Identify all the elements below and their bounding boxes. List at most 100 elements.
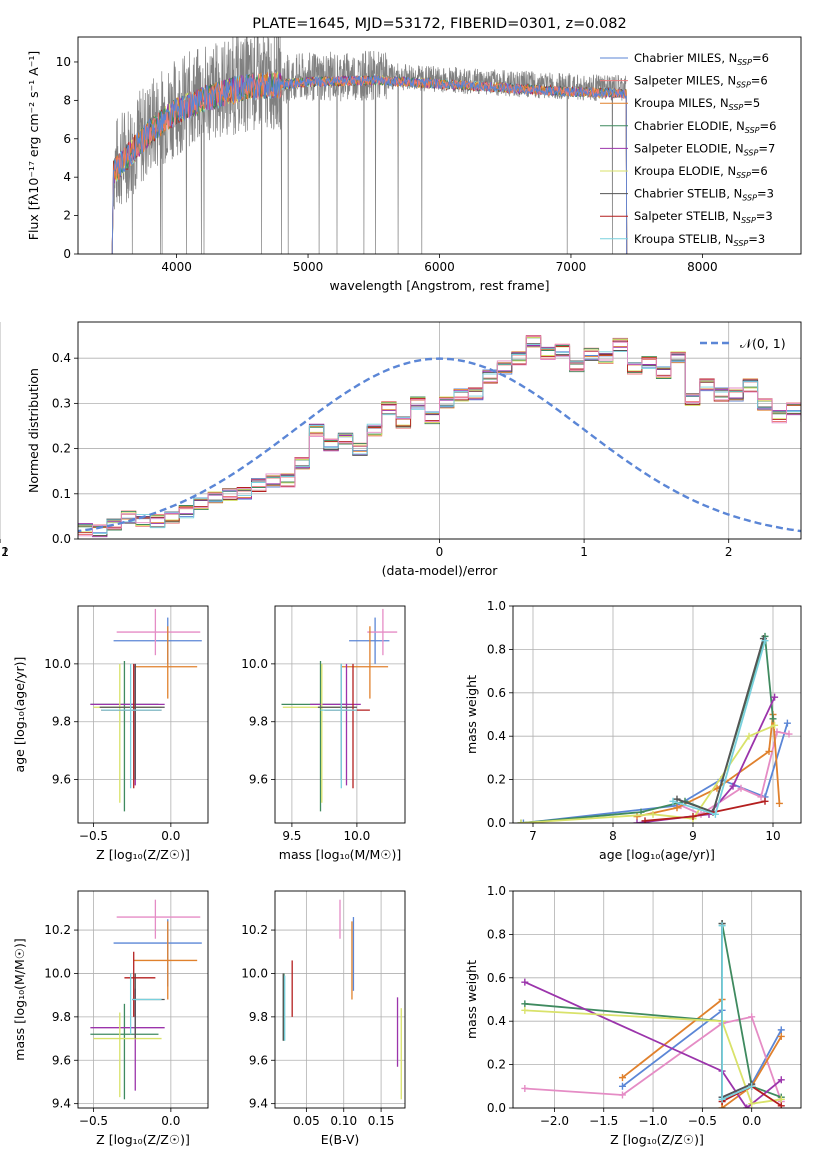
y-tick-label: 10 [56,55,71,69]
legend-entry: Kroupa MILES, NSSP=5 [634,96,760,112]
x-tick-label: 5000 [293,260,324,274]
x-tick-label: 2 [725,545,733,559]
y-tick-label: 0.0 [487,1101,506,1115]
x-tick-label: −0.5 [79,1114,108,1128]
x-tick-label: −0.5 [79,829,108,843]
plot-area [281,608,398,812]
axes-frame [77,321,802,540]
y-tick-label: 0.0 [52,532,71,546]
y-tick-label: 4 [63,170,71,184]
plot-area [78,335,801,538]
legend-count: =3 [756,209,773,223]
y-axis-label: Flux [fλ10⁻¹⁷ erg cm⁻² s⁻¹ A⁻¹] [26,51,41,240]
plot-area [90,899,202,1100]
y-axis-label: Normed distribution [26,368,41,493]
x-tick-label: 9 [689,829,697,843]
x-tick-label: 0.0 [161,829,180,843]
x-tick-label: 6000 [424,260,455,274]
y-tick-label: 0.2 [487,773,506,787]
x-tick-label: 0.05 [293,1114,320,1128]
plus-marker [769,715,777,723]
plus-marker [718,922,726,930]
y-tick-label: 2 [63,209,71,223]
residual-histogram-panel: −2−1 0 1 2 0.0 0.1 0.2 0.3 0.4 (data-model)/error… [0,321,802,578]
plus-marker [748,1013,756,1021]
model-spectrum-line [111,72,628,254]
legend-count: =6 [751,164,768,178]
y-tick-label: 0.2 [487,1058,506,1072]
legend-count: =6 [752,51,769,65]
legend-subscript: SSP [729,103,744,112]
age-vs-metallicity-panel: −0.5 0.0 9.6 9.8 10.0 Z [log₁₀(Z/Z☉)] age [log… [12,605,209,862]
y-tick-label: 0.2 [52,442,71,456]
legend-entry: 𝒩(0, 1) [740,336,786,351]
x-axis-label: wavelength [Angstrom, rest frame] [329,278,549,293]
legend-entry: Kroupa STELIB, NSSP=3 [634,232,765,248]
plus-marker [777,1095,785,1103]
x-tick-label: −0.5 [688,1114,717,1128]
plus-marker [673,795,681,803]
legend-subscript: SSP [737,58,752,67]
plus-marker [765,747,773,755]
legend-entry: Salpeter ELODIE, NSSP=7 [634,141,775,157]
mass-vs-extinction-panel: 0.05 0.10 0.15 9.4 9.6 9.8 10.0 10.2 E(B-V) [241,890,406,1147]
y-tick-label: 0.4 [487,1014,506,1028]
axes-frame [512,605,802,824]
axes-frame [77,890,209,1109]
y-tick-label: 10.0 [44,657,71,671]
legend-entry: Chabrier ELODIE, NSSP=6 [634,119,776,135]
x-axis-label: (data-model)/error [382,563,499,578]
legend-entry: Kroupa ELODIE, NSSP=6 [634,164,768,180]
x-tick-label: 9.5 [282,829,301,843]
y-tick-label: 0.6 [487,971,506,985]
y-axis-label: mass weight [464,960,479,1039]
legend-name: Salpeter STELIB, N [634,209,741,223]
plus-marker [777,1076,785,1084]
plot-area [521,920,785,1108]
y-tick-label: 0.8 [487,927,506,941]
mass-weight-line [621,1008,783,1099]
x-tick-label: 0.0 [161,1114,180,1128]
legend-name: Kroupa MILES, N [634,96,729,110]
axes-frame [512,890,802,1109]
legend-subscript: SSP [741,216,756,225]
x-tick-label: 7000 [556,260,587,274]
legend-subscript: SSP [744,148,759,157]
y-tick-label: 0.4 [487,729,506,743]
plus-marker [783,719,791,727]
x-tick-label: 4000 [161,260,192,274]
plus-marker [641,817,649,823]
axes-frame [77,605,209,824]
legend-entry: Chabrier MILES, NSSP=6 [634,51,769,67]
model-spectrum-line [111,72,628,254]
legend-subscript: SSP [742,194,757,203]
plus-marker [669,797,677,805]
plot-area [517,632,793,823]
y-axis-label: age [log₁₀(age/yr)] [12,657,27,773]
y-tick-label: 10.0 [44,966,71,980]
plus-marker [718,1104,726,1108]
histogram-step [78,335,801,537]
plus-marker [761,797,769,805]
y-tick-label: 0.6 [487,686,506,700]
y-tick-label: 1.0 [487,884,506,898]
mass-weight-line [520,636,774,823]
legend-name: Kroupa ELODIE, N [634,164,736,178]
mass-weight-vs-metallicity-panel: −2.0 −1.5 −1.0 −0.5 0.0 0.0 0.2 0.4 0.6 0.8 1.0 Z [… [464,884,802,1147]
plus-marker [777,1032,785,1040]
x-tick-label: 1 [580,545,588,559]
plus-marker [649,810,657,818]
y-tick-label: 9.4 [249,1097,268,1111]
plus-marker [748,1082,756,1090]
y-tick-label: 0.3 [52,396,71,410]
plus-marker [771,721,779,729]
x-tick-label: −2.0 [540,1114,569,1128]
y-tick-label: 0.0 [487,816,506,830]
normal-pdf-curve [78,357,801,533]
y-tick-label: 9.8 [52,1010,71,1024]
x-tick-label: −1 [0,545,9,559]
plus-marker [743,1104,751,1108]
legend-name: Chabrier STELIB, N [634,187,742,201]
legend-subscript: SSP [736,171,751,180]
